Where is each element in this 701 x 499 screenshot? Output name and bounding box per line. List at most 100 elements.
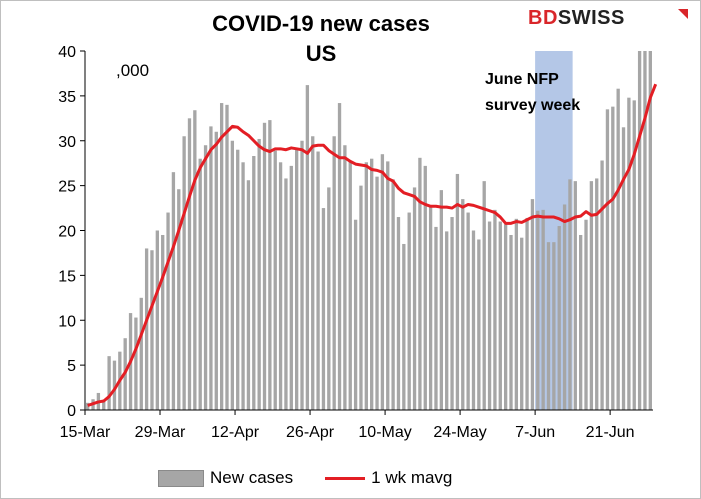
bar bbox=[252, 156, 256, 410]
bar bbox=[348, 161, 352, 410]
bar bbox=[161, 234, 165, 410]
unit-label: ,000 bbox=[116, 61, 150, 80]
bar bbox=[359, 185, 363, 410]
bar bbox=[364, 162, 368, 410]
bar bbox=[262, 122, 267, 411]
y-tick-label: 5 bbox=[67, 358, 76, 375]
bar bbox=[595, 178, 599, 410]
bar bbox=[428, 207, 433, 410]
brand-logo: BDSWISS bbox=[528, 7, 625, 30]
bar bbox=[450, 217, 454, 410]
bar bbox=[418, 157, 422, 410]
legend: New cases 1 wk mavg bbox=[158, 467, 452, 489]
logo-arrow-icon bbox=[678, 9, 688, 19]
bar bbox=[482, 181, 486, 410]
y-tick-label: 25 bbox=[58, 179, 76, 196]
bar bbox=[584, 219, 588, 410]
x-tick-label: 24-May bbox=[433, 424, 486, 441]
bar bbox=[370, 158, 374, 410]
bar bbox=[568, 179, 572, 410]
bar bbox=[112, 360, 117, 410]
bar bbox=[632, 100, 636, 411]
bar bbox=[171, 172, 176, 410]
bar bbox=[257, 138, 261, 410]
bar bbox=[546, 242, 551, 410]
bar bbox=[514, 218, 519, 410]
bar bbox=[155, 230, 160, 410]
bar bbox=[520, 237, 524, 410]
bar bbox=[236, 149, 240, 410]
bar bbox=[498, 221, 502, 410]
bar bbox=[321, 208, 326, 410]
y-tick-label: 0 bbox=[67, 403, 76, 420]
bar bbox=[241, 162, 245, 410]
bar bbox=[337, 103, 342, 411]
bar bbox=[627, 97, 631, 411]
bar bbox=[311, 136, 315, 410]
bar bbox=[439, 190, 444, 410]
bar bbox=[209, 126, 213, 410]
bar bbox=[402, 243, 406, 410]
bar bbox=[605, 109, 610, 411]
nfp-annotation: June NFP survey week bbox=[485, 67, 625, 119]
bar bbox=[177, 189, 181, 410]
bar bbox=[214, 131, 218, 410]
x-tick-label: 26-Apr bbox=[286, 424, 335, 441]
bar bbox=[193, 110, 197, 411]
bar bbox=[375, 176, 379, 410]
bar bbox=[525, 217, 529, 410]
bar bbox=[353, 219, 358, 410]
bar bbox=[300, 140, 304, 410]
bar bbox=[198, 158, 202, 410]
bar bbox=[600, 160, 604, 410]
line-series bbox=[87, 83, 658, 407]
x-tick-label: 21-Jun bbox=[586, 424, 635, 441]
bar bbox=[230, 140, 235, 410]
bar bbox=[86, 402, 90, 410]
moving-average-line bbox=[87, 83, 658, 407]
bar bbox=[466, 212, 470, 410]
bar bbox=[134, 317, 138, 410]
x-tick-label: 7-Jun bbox=[515, 424, 555, 441]
legend-line-swatch bbox=[325, 476, 366, 480]
bar bbox=[144, 248, 149, 410]
y-tick-label: 15 bbox=[58, 268, 76, 285]
bar bbox=[294, 147, 299, 410]
bar bbox=[541, 209, 545, 410]
bar bbox=[412, 187, 417, 410]
bar bbox=[455, 173, 460, 410]
bar-series bbox=[86, 51, 652, 411]
bar bbox=[643, 51, 647, 410]
y-tick-label: 20 bbox=[58, 224, 76, 241]
bar bbox=[150, 250, 154, 410]
bar bbox=[423, 165, 427, 410]
bar bbox=[166, 212, 170, 410]
bar bbox=[589, 181, 594, 410]
bar bbox=[477, 239, 481, 410]
bar bbox=[578, 234, 583, 410]
bar bbox=[621, 127, 626, 410]
nfp-annotation-line2: survey week bbox=[485, 97, 581, 114]
logo-text-bd: BD bbox=[528, 7, 558, 29]
bar bbox=[552, 242, 556, 410]
bar bbox=[289, 165, 293, 410]
bar bbox=[343, 145, 347, 411]
x-tick-label: 15-Mar bbox=[60, 424, 111, 441]
bar bbox=[509, 234, 513, 410]
bar bbox=[434, 226, 438, 410]
bar bbox=[139, 297, 143, 410]
bar bbox=[471, 230, 476, 410]
bar bbox=[305, 85, 310, 410]
logo-text-swiss: SWISS bbox=[557, 7, 625, 29]
bar bbox=[557, 226, 561, 410]
chart-title-line2: US bbox=[305, 41, 337, 66]
legend-bar-label: New cases bbox=[210, 468, 294, 487]
bar bbox=[284, 178, 288, 410]
chart-title-line1: COVID-19 new cases bbox=[212, 11, 430, 36]
bar bbox=[102, 401, 106, 410]
bar bbox=[637, 51, 642, 410]
bar bbox=[332, 136, 336, 410]
bar bbox=[386, 161, 390, 410]
bar bbox=[278, 162, 283, 410]
